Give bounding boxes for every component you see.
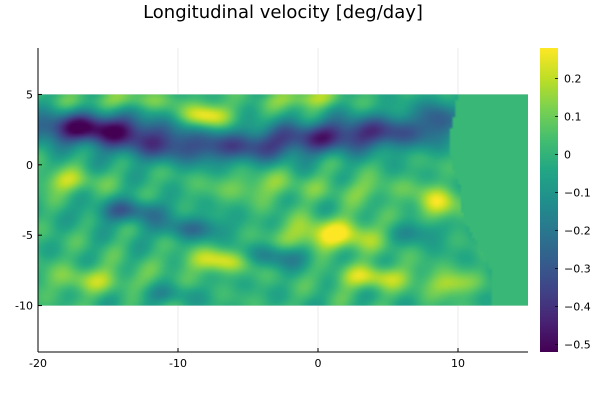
- colorbar-tick-label: −0.2: [564, 224, 591, 237]
- x-tick-label: -20: [29, 357, 47, 370]
- x-tick-label: 10: [451, 357, 465, 370]
- x-axis-ticks: -20 -10 0 10: [29, 348, 465, 370]
- colorbar-ticks: 0.2 0.1 0 −0.1 −0.2 −0.3 −0.4 −0.5: [555, 72, 591, 351]
- x-tick-label: -10: [169, 357, 187, 370]
- y-tick-label: 0: [26, 159, 33, 172]
- y-tick-label: 5: [26, 88, 33, 101]
- y-tick-label: -10: [15, 300, 33, 313]
- chart-title: Longitudinal velocity [deg/day]: [143, 2, 423, 23]
- colorbar-tick-label: −0.3: [564, 262, 591, 275]
- heatmap-image: [38, 94, 528, 306]
- colorbar-tick-label: −0.5: [564, 338, 591, 351]
- colorbar-tick-label: 0: [564, 148, 571, 161]
- heatmap-plot-area: [38, 94, 528, 306]
- colorbar-tick-label: 0.2: [564, 72, 582, 85]
- colorbar: 0.2 0.1 0 −0.1 −0.2 −0.3 −0.4 −0.5: [540, 48, 591, 352]
- x-tick-label: 0: [315, 357, 322, 370]
- colorbar-gradient: [540, 48, 558, 352]
- colorbar-tick-label: 0.1: [564, 110, 582, 123]
- y-tick-label: -5: [22, 229, 33, 242]
- colorbar-tick-label: −0.1: [564, 186, 591, 199]
- colorbar-tick-label: −0.4: [564, 300, 591, 313]
- y-axis-ticks: 5 0 -5 -10: [15, 88, 42, 313]
- axes: [37, 48, 528, 353]
